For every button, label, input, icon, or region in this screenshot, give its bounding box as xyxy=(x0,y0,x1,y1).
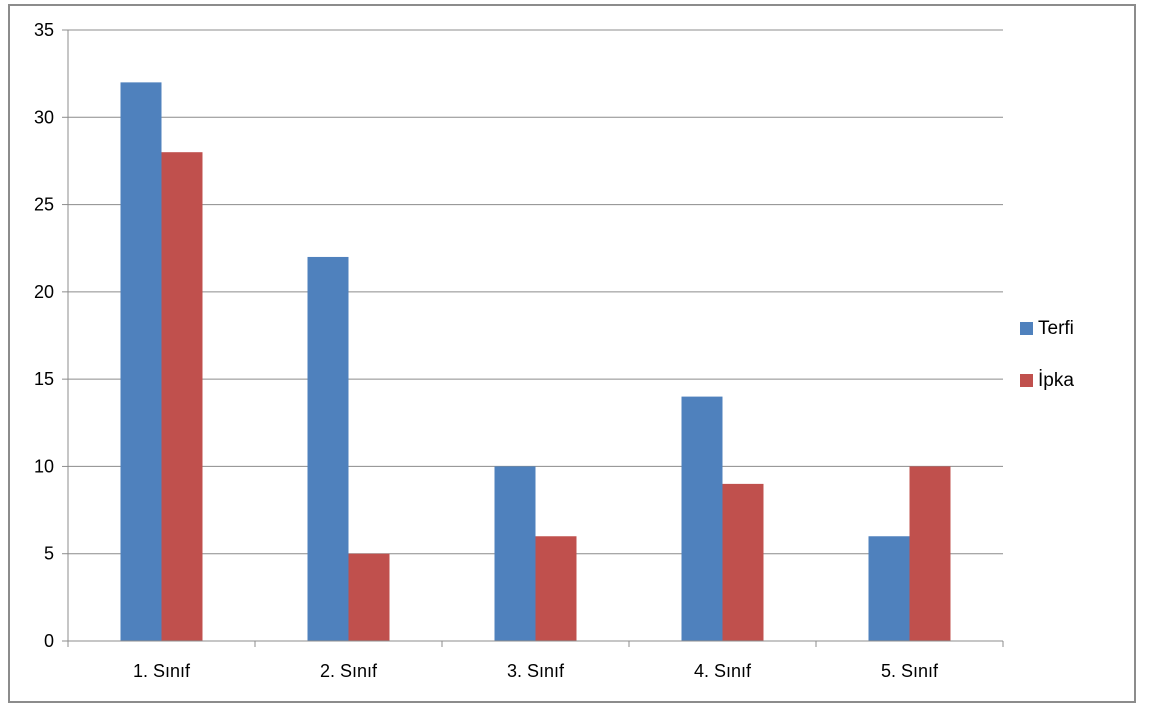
x-tick-label: 1. Sınıf xyxy=(133,661,191,681)
bar-terfi-4 xyxy=(681,396,723,641)
bar-i-pka-5 xyxy=(909,466,951,641)
axes xyxy=(62,29,1004,647)
legend-label: İpka xyxy=(1038,370,1074,391)
gridlines xyxy=(68,29,1003,555)
legend-label: Terfi xyxy=(1038,318,1074,339)
bar-i-pka-3 xyxy=(535,536,577,641)
y-tick-label: 30 xyxy=(34,107,54,127)
y-tick-label: 20 xyxy=(34,282,54,302)
legend: Terfi İpka xyxy=(1020,318,1074,391)
bar-terfi-3 xyxy=(494,466,536,641)
y-tick-label: 35 xyxy=(34,20,54,40)
bars-group xyxy=(120,82,951,641)
y-tick-labels: 0 5 10 15 20 25 30 35 xyxy=(34,20,54,651)
y-tick-label: 25 xyxy=(34,195,54,215)
legend-swatch xyxy=(1020,322,1033,335)
x-tick-label: 4. Sınıf xyxy=(694,661,752,681)
bar-i-pka-1 xyxy=(161,152,203,641)
bar-i-pka-4 xyxy=(722,483,764,641)
bar-i-pka-2 xyxy=(348,553,390,641)
y-tick-label: 10 xyxy=(34,456,54,476)
x-tick-label: 5. Sınıf xyxy=(881,661,939,681)
y-tick-label: 5 xyxy=(44,544,54,564)
bar-terfi-2 xyxy=(307,256,349,641)
y-tick-label: 15 xyxy=(34,369,54,389)
x-tick-labels: 1. Sınıf 2. Sınıf 3. Sınıf 4. Sınıf 5. Sınıf xyxy=(133,661,939,681)
bar-terfi-1 xyxy=(120,82,162,641)
legend-swatch xyxy=(1020,374,1033,387)
y-tick-label: 0 xyxy=(44,631,54,651)
bar-terfi-5 xyxy=(868,536,910,641)
x-tick-label: 2. Sınıf xyxy=(320,661,378,681)
x-tick-label: 3. Sınıf xyxy=(507,661,565,681)
